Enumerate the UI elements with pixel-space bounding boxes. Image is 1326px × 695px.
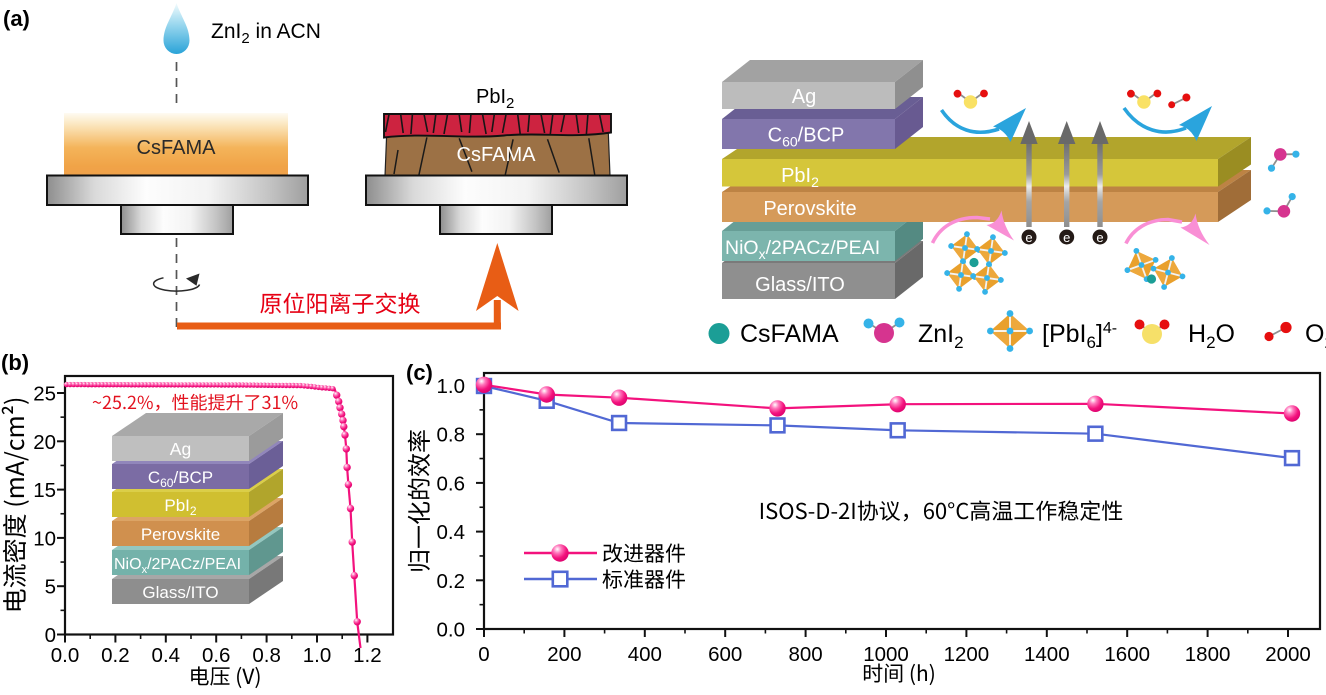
svg-text:NiOx/2PACz/PEAI: NiOx/2PACz/PEAI — [725, 237, 880, 262]
svg-text:2000: 2000 — [1265, 643, 1311, 666]
svg-text:20: 20 — [33, 431, 56, 454]
svg-text:1.0: 1.0 — [437, 375, 466, 398]
svg-text:200: 200 — [547, 643, 581, 666]
svg-text:400: 400 — [628, 643, 662, 666]
svg-text:0: 0 — [478, 643, 489, 666]
svg-text:ZnI2 in ACN: ZnI2 in ACN — [211, 20, 321, 47]
svg-text:1.2: 1.2 — [353, 644, 382, 667]
svg-text:800: 800 — [788, 643, 822, 666]
svg-text:0.6: 0.6 — [437, 472, 466, 495]
svg-text:Perovskite: Perovskite — [141, 525, 220, 544]
svg-text:0.4: 0.4 — [152, 644, 181, 667]
svg-text:0.2: 0.2 — [437, 570, 466, 593]
svg-text:1000: 1000 — [863, 643, 909, 666]
svg-text:Perovskite: Perovskite — [763, 198, 856, 220]
svg-text:1600: 1600 — [1104, 643, 1150, 666]
svg-text:e: e — [1096, 230, 1103, 245]
svg-text:CsFAMA: CsFAMA — [137, 137, 217, 159]
svg-text:1200: 1200 — [944, 643, 990, 666]
svg-text:CsFAMA: CsFAMA — [740, 320, 839, 348]
svg-text:1.0: 1.0 — [303, 644, 332, 667]
svg-text:Glass/ITO: Glass/ITO — [142, 583, 218, 602]
svg-text:0.4: 0.4 — [437, 521, 466, 544]
svg-text:1800: 1800 — [1185, 643, 1231, 666]
svg-text:25: 25 — [33, 383, 56, 406]
svg-text:Ag: Ag — [792, 86, 816, 108]
svg-text:e: e — [1063, 230, 1070, 245]
svg-text:600: 600 — [708, 643, 742, 666]
svg-text:15: 15 — [33, 479, 56, 502]
svg-text:0.0: 0.0 — [437, 619, 466, 642]
svg-text:0.8: 0.8 — [252, 644, 281, 667]
svg-text:0.8: 0.8 — [437, 424, 466, 447]
svg-text:e: e — [1025, 230, 1032, 245]
svg-text:Ag: Ag — [170, 439, 191, 459]
svg-text:0.0: 0.0 — [51, 644, 80, 667]
svg-text:Glass/ITO: Glass/ITO — [755, 274, 845, 296]
svg-text:O2: O2 — [1305, 320, 1326, 352]
svg-text:10: 10 — [33, 527, 56, 550]
svg-text:0.2: 0.2 — [101, 644, 130, 667]
svg-text:(c): (c) — [406, 360, 433, 385]
svg-text:(b): (b) — [1, 350, 29, 375]
svg-text:1400: 1400 — [1024, 643, 1070, 666]
svg-text:CsFAMA: CsFAMA — [457, 144, 537, 166]
svg-text:(a): (a) — [3, 6, 30, 31]
svg-text:C60/BCP: C60/BCP — [768, 125, 845, 150]
svg-text:5: 5 — [45, 576, 56, 599]
svg-text:0.6: 0.6 — [202, 644, 231, 667]
svg-text:C60/BCP: C60/BCP — [148, 468, 213, 490]
